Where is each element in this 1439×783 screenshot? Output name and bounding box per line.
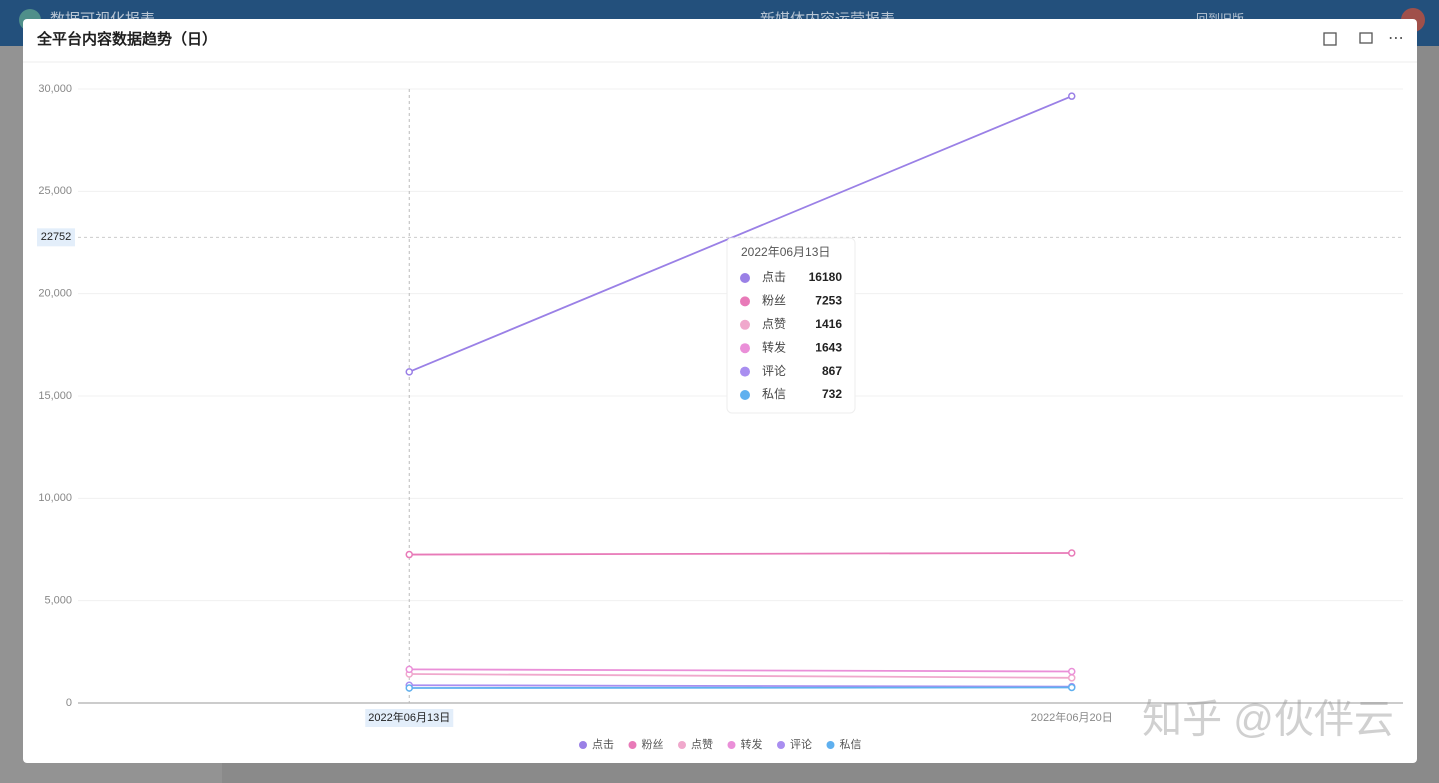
data-point [405,665,413,674]
tooltip-dot [740,390,750,400]
y-tick-label: 0 [66,697,72,709]
crosshair-label-bg [37,228,75,247]
watermark: 知乎 @伙伴云 [1142,698,1394,742]
tooltip-name: 评论 [762,364,786,378]
legend-label: 私信 [840,738,862,751]
tooltip-name: 点赞 [762,317,786,331]
screen-icon[interactable] [1359,32,1373,44]
series-line [409,552,1072,556]
y-tick-label: 30,000 [38,83,72,95]
data-point [1068,549,1076,557]
open-icon[interactable] [1323,32,1337,46]
data-point [1068,683,1076,692]
data-point [1068,92,1076,100]
tooltip-dot [740,273,750,283]
series-line [409,668,1072,673]
tooltip-name: 粉丝 [762,294,786,308]
tooltip-box [726,237,856,414]
tooltip-name: 私信 [762,387,786,401]
x-label-highlight [365,709,454,727]
tooltip-value: 16180 [809,270,843,284]
tooltip-value: 1416 [815,317,842,331]
data-point [1068,674,1076,682]
tooltip-value: 732 [822,387,842,401]
series-line [409,686,1072,689]
y-tick-label: 5,000 [44,595,72,607]
more-icon[interactable]: ⋯ [1388,30,1404,47]
series-line [408,95,1073,373]
data-point [405,368,413,376]
tooltip-value: 1643 [815,340,842,354]
data-point [405,684,413,692]
legend-label: 转发 [741,737,763,751]
tooltip-title: 2022年06月13日 [741,245,830,259]
legend-label: 点击 [592,738,614,751]
x-tick-label: 2022年06月20日 [1031,710,1113,724]
y-tick-label: 10,000 [38,492,72,504]
crosshair-label: 22752 [41,231,72,243]
legend-dot [777,741,785,749]
modal-actions [1323,32,1373,46]
tooltip-dot [740,343,750,354]
modal-title: 全平台内容数据趋势（日） [36,30,217,48]
legend-label: 评论 [790,737,812,751]
tooltip-dot [740,319,750,330]
legend-dot [678,741,686,749]
plot: 0 5,000 10,000 15,000 20,000 25,000 30,000 2275… [37,83,1403,751]
modal [23,19,1417,763]
legend-label: 粉丝 [642,738,664,751]
legend-dot [727,741,736,749]
y-tick-label: 15,000 [38,390,72,402]
legend-dot [826,741,835,749]
legend-dot [628,741,637,749]
tooltip-name: 点击 [762,270,786,284]
y-tick-label: 25,000 [38,185,72,197]
tooltip-dot [740,296,750,307]
data-point [1068,667,1076,676]
legend-dot [579,741,587,749]
legend-label: 点赞 [691,738,713,751]
series-line [409,673,1072,679]
tooltip-dot [740,366,750,377]
series-line [409,684,1072,688]
data-point [405,550,413,559]
tooltip-name: 转发 [762,339,786,354]
tooltip-value: 7253 [815,294,842,308]
tooltip-value: 867 [822,364,842,378]
y-tick-label: 20,000 [38,288,72,300]
x-tick-label: 2022年06月13日 [368,710,450,724]
